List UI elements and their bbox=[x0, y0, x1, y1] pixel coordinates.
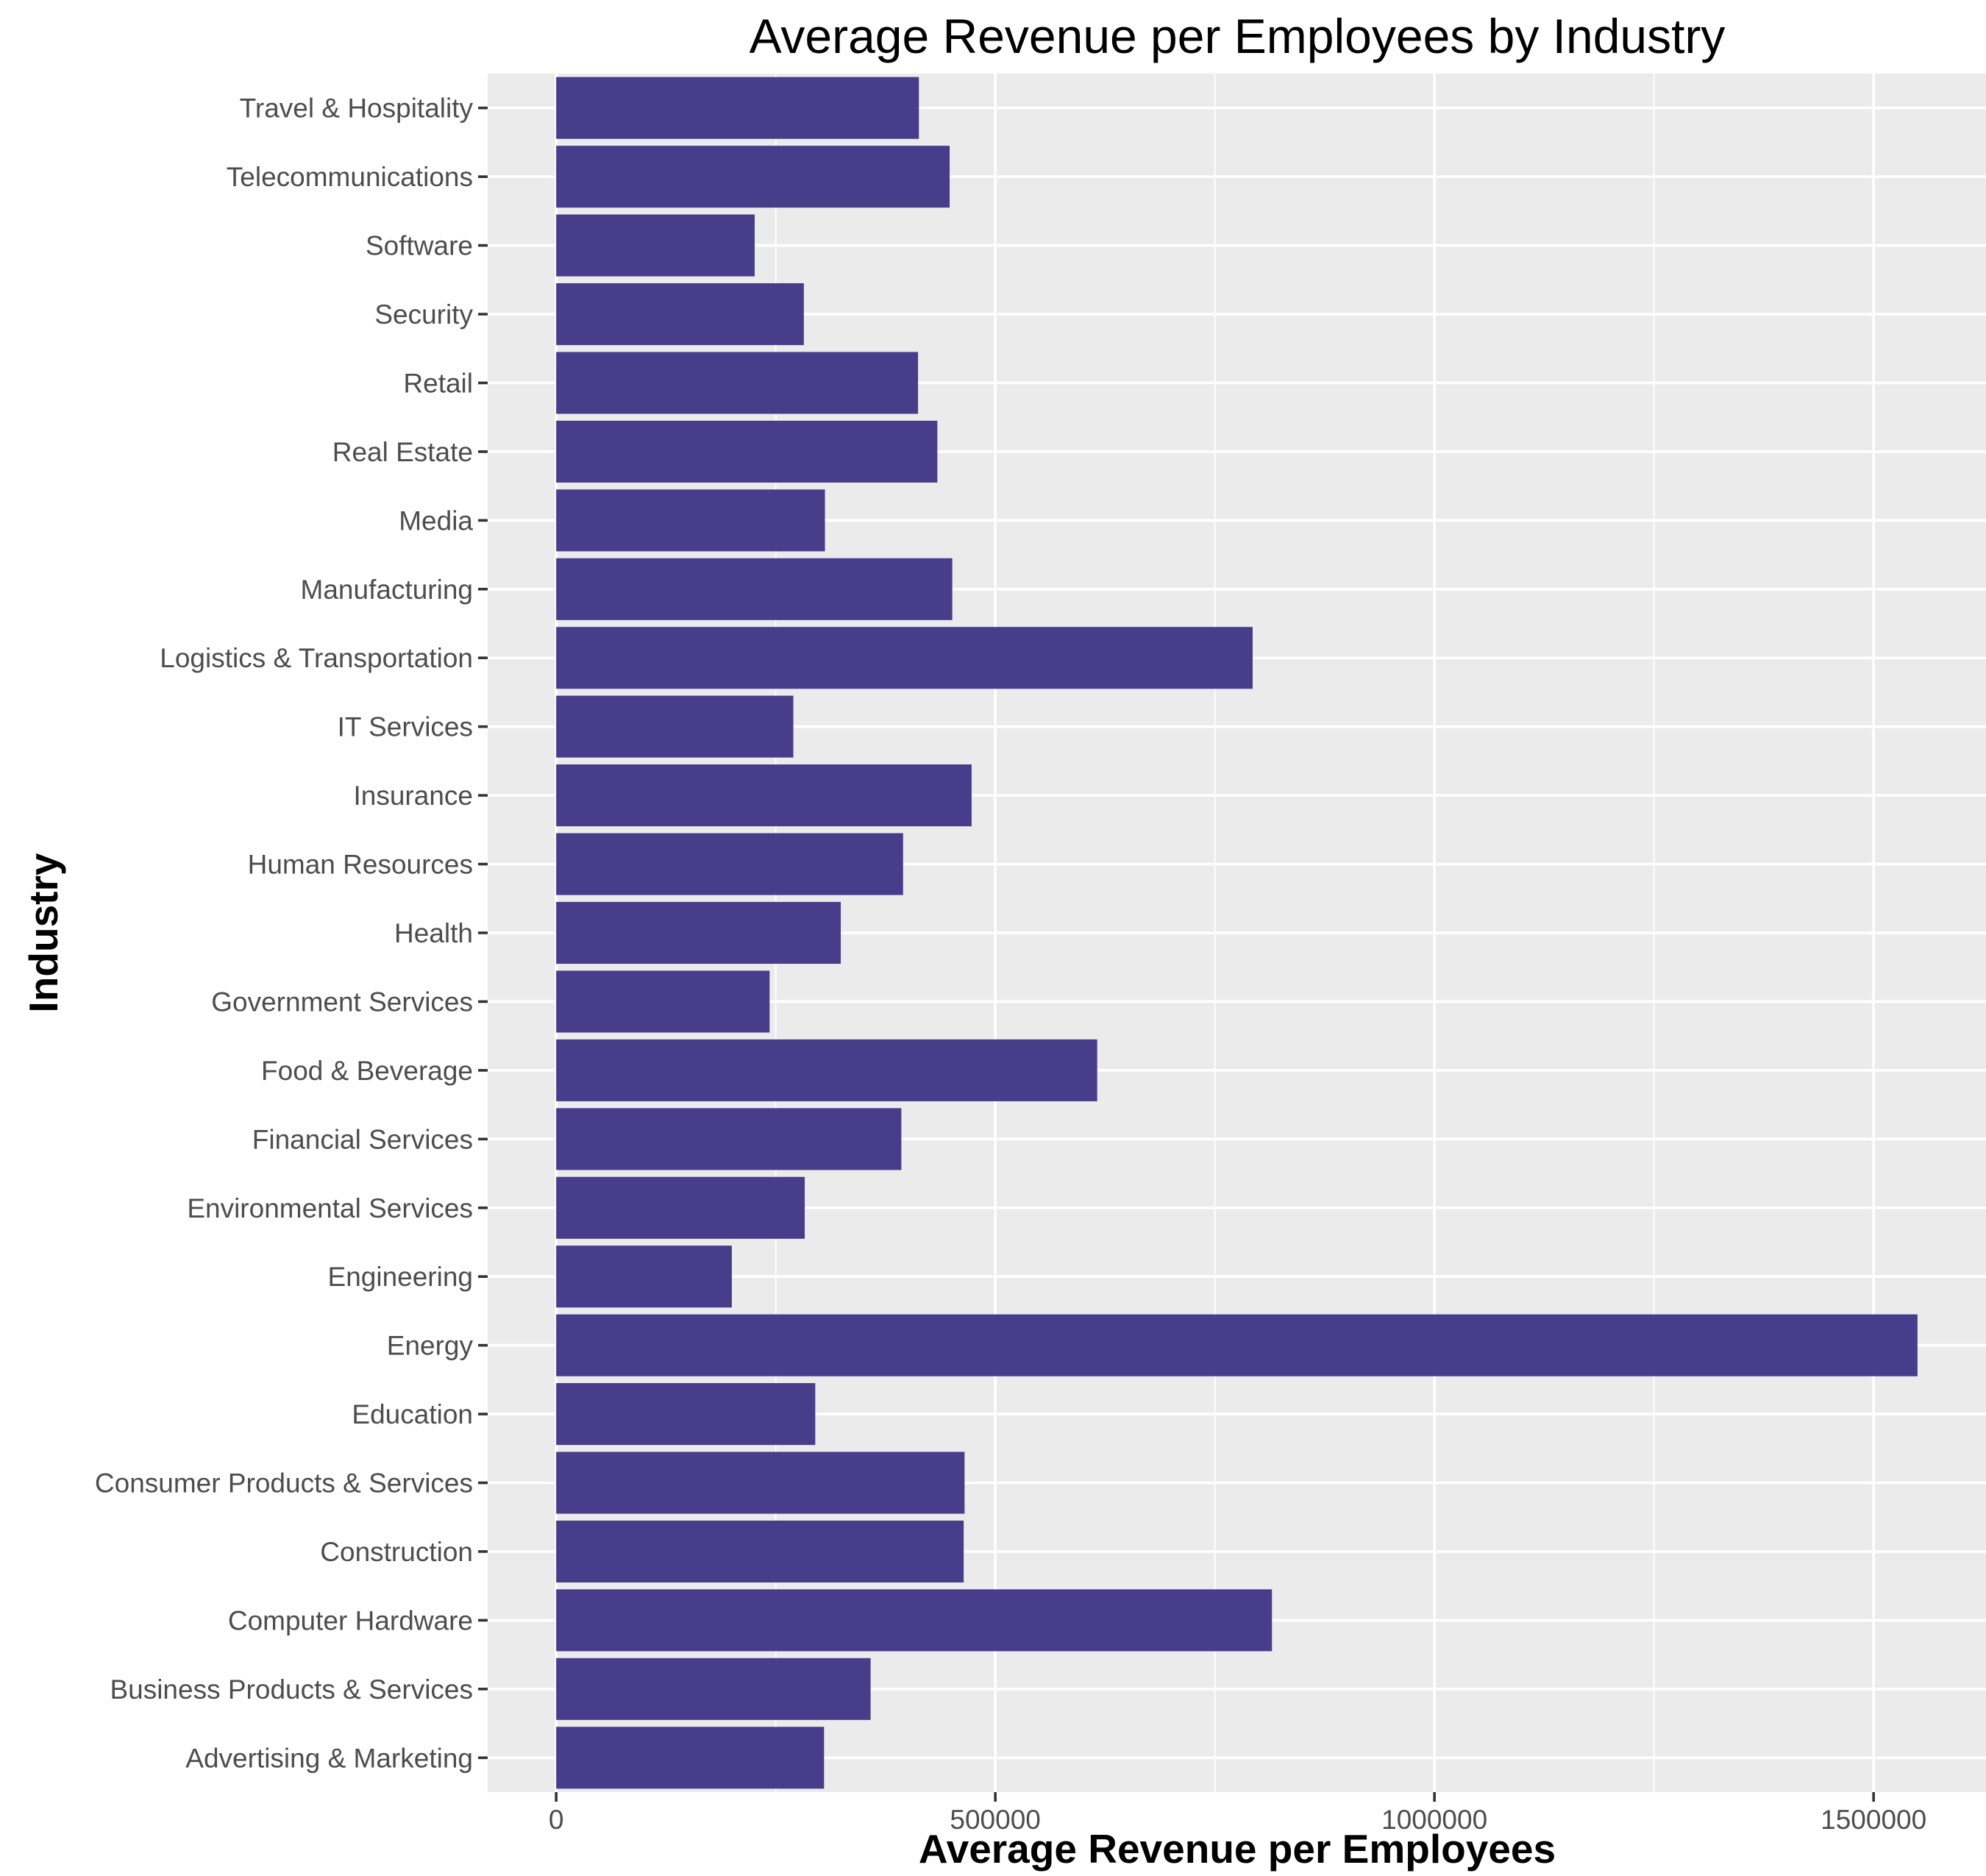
y-tick-label: Construction bbox=[320, 1537, 473, 1567]
y-tick-label: Computer Hardware bbox=[228, 1605, 473, 1635]
y-tick-label: Advertising & Marketing bbox=[185, 1743, 473, 1773]
bar bbox=[556, 901, 841, 964]
bar bbox=[556, 1039, 1097, 1101]
y-tick-label: Telecommunications bbox=[227, 162, 473, 192]
bar bbox=[556, 1520, 964, 1583]
bar bbox=[556, 489, 825, 552]
y-tick-label: Retail bbox=[403, 368, 473, 398]
bar bbox=[556, 146, 950, 208]
y-tick-label: Consumer Products & Services bbox=[95, 1468, 473, 1499]
x-tick-label: 0 bbox=[549, 1805, 564, 1835]
y-tick-label: Insurance bbox=[354, 781, 474, 811]
y-tick-label: Energy bbox=[387, 1331, 474, 1361]
bar bbox=[556, 283, 804, 346]
y-axis-title: Industry bbox=[21, 853, 66, 1012]
bar bbox=[556, 1383, 816, 1446]
y-tick-label: Logistics & Transportation bbox=[160, 643, 473, 673]
y-tick-label: Real Estate bbox=[332, 437, 473, 467]
bar bbox=[556, 833, 903, 895]
y-tick-label: Education bbox=[352, 1399, 473, 1429]
x-tick-label: 1500000 bbox=[1820, 1805, 1926, 1835]
bar bbox=[556, 558, 953, 620]
y-tick-label: Government Services bbox=[211, 987, 473, 1017]
bar bbox=[556, 1314, 1918, 1376]
x-tick-label: 1000000 bbox=[1381, 1805, 1487, 1835]
y-tick-label: Security bbox=[374, 299, 473, 330]
bar bbox=[556, 764, 972, 827]
y-tick-label: Human Resources bbox=[248, 850, 473, 880]
y-tick-label: Media bbox=[399, 505, 473, 536]
y-tick-label: Environmental Services bbox=[187, 1193, 473, 1223]
y-tick-label: Financial Services bbox=[252, 1124, 473, 1154]
x-tick-label: 500000 bbox=[950, 1805, 1040, 1835]
bar bbox=[556, 1108, 902, 1170]
y-tick-label: IT Services bbox=[338, 712, 473, 742]
x-axis-title: Average Revenue per Employees bbox=[919, 1826, 1556, 1872]
bar bbox=[556, 627, 1253, 689]
y-tick-label: Engineering bbox=[328, 1262, 473, 1292]
bar bbox=[556, 695, 794, 758]
y-tick-label: Health bbox=[394, 918, 473, 948]
bar bbox=[556, 352, 919, 414]
bar bbox=[556, 1589, 1273, 1652]
bar bbox=[556, 214, 755, 277]
bar bbox=[556, 1658, 871, 1720]
bars bbox=[556, 77, 1918, 1789]
bar bbox=[556, 1727, 825, 1789]
bar bbox=[556, 970, 770, 1033]
y-tick-label: Business Products & Services bbox=[110, 1674, 473, 1705]
y-tick-label: Food & Beverage bbox=[261, 1056, 473, 1086]
y-tick-label: Software bbox=[366, 231, 473, 261]
chart-title: Average Revenue per Employees by Industr… bbox=[750, 9, 1726, 63]
bar bbox=[556, 1176, 805, 1239]
bar bbox=[556, 1246, 732, 1308]
y-tick-label: Travel & Hospitality bbox=[240, 93, 474, 124]
bar bbox=[556, 1452, 965, 1514]
axes: Advertising & Marketing Business Products… bbox=[95, 93, 1926, 1835]
y-tick-label: Manufacturing bbox=[301, 575, 473, 605]
bar bbox=[556, 77, 919, 139]
bar bbox=[556, 420, 938, 483]
